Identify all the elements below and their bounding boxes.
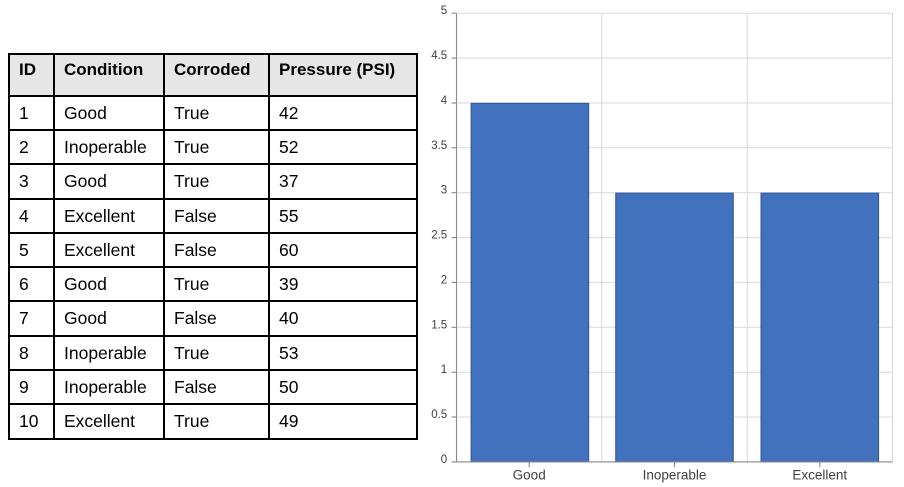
svg-text:1: 1: [441, 364, 447, 376]
svg-text:0.5: 0.5: [431, 409, 447, 421]
svg-text:Inoperable: Inoperable: [643, 468, 707, 483]
svg-text:1.5: 1.5: [431, 319, 447, 331]
svg-text:3.5: 3.5: [431, 140, 447, 152]
svg-text:0: 0: [441, 454, 447, 466]
svg-text:4.5: 4.5: [431, 50, 447, 62]
svg-text:2.5: 2.5: [431, 230, 447, 242]
svg-text:2: 2: [441, 274, 447, 286]
svg-text:4: 4: [441, 95, 448, 107]
svg-text:Excellent: Excellent: [792, 468, 847, 483]
svg-text:5: 5: [441, 5, 447, 17]
svg-text:3: 3: [441, 185, 447, 197]
svg-text:Good: Good: [513, 468, 546, 483]
